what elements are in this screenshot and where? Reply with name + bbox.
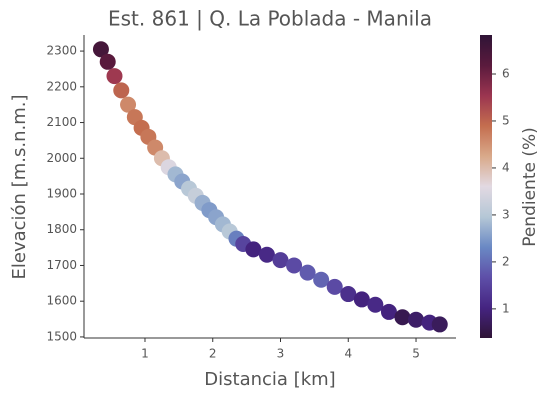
- colorbar-tick-label: 6: [502, 66, 510, 80]
- y-tick-label: 1600: [46, 294, 77, 308]
- point: [340, 286, 357, 303]
- point: [299, 264, 316, 281]
- chart-title: Est. 861 | Q. La Poblada - Manila: [108, 7, 432, 31]
- colorbar-tick-label: 4: [502, 160, 510, 174]
- point: [408, 311, 425, 328]
- y-tick-label: 2100: [46, 115, 77, 129]
- colorbar-tick-label: 5: [502, 113, 510, 127]
- point: [113, 82, 130, 99]
- point: [106, 68, 123, 85]
- y-axis-label: Elevación [m.s.n.m.]: [9, 95, 30, 280]
- colorbar-label: Pendiente (%): [520, 127, 540, 247]
- point: [380, 303, 397, 320]
- point: [431, 316, 448, 333]
- y-tick-label: 1700: [46, 258, 77, 272]
- point: [367, 296, 384, 313]
- y-tick-label: 1800: [46, 222, 77, 236]
- point: [120, 96, 137, 113]
- point: [313, 271, 330, 288]
- y-tick-label: 1900: [46, 187, 77, 201]
- x-tick-label: 5: [412, 347, 420, 361]
- point: [245, 241, 262, 258]
- point: [394, 309, 411, 326]
- point: [272, 252, 289, 269]
- x-tick-label: 2: [209, 347, 217, 361]
- x-tick-label: 4: [344, 347, 352, 361]
- y-tick-label: 1500: [46, 329, 77, 343]
- point: [92, 41, 109, 58]
- x-tick-label: 3: [277, 347, 285, 361]
- colorbar-tick-label: 1: [502, 301, 510, 315]
- point: [99, 53, 116, 70]
- point: [286, 257, 303, 274]
- x-axis-label: Distancia [km]: [204, 369, 335, 390]
- x-tick-label: 1: [141, 347, 149, 361]
- point: [353, 291, 370, 308]
- colorbar: [480, 35, 492, 338]
- y-tick-label: 2200: [46, 79, 77, 93]
- colorbar-tick-label: 2: [502, 254, 510, 268]
- colorbar-tick-label: 3: [502, 207, 510, 221]
- y-tick-label: 2300: [46, 44, 77, 58]
- point: [326, 278, 343, 295]
- y-tick-label: 2000: [46, 151, 77, 165]
- point: [258, 246, 275, 263]
